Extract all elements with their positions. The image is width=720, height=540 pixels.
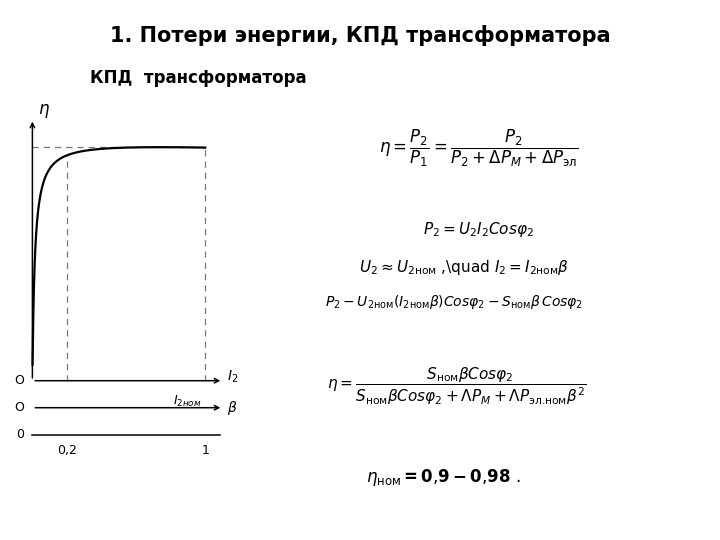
Text: КПД  трансформатора: КПД трансформатора [90,69,306,87]
Text: 1. Потери энергии, КПД трансформатора: 1. Потери энергии, КПД трансформатора [109,25,611,45]
Text: $\boldsymbol{\eta_{\text{ном}} = 0{,}9 - 0{,}98}$ .: $\boldsymbol{\eta_{\text{ном}} = 0{,}9 -… [366,468,520,488]
Text: $\eta = \dfrac{P_2}{P_1} = \dfrac{P_2}{P_2 + \Delta P_{\mathit{M}} + \Delta P_{\: $\eta = \dfrac{P_2}{P_1} = \dfrac{P_2}{P… [379,128,579,169]
Text: O: O [14,401,24,414]
Text: $I_{2\mathit{ном}}$: $I_{2\mathit{ном}}$ [173,394,202,409]
Text: $U_2 \approx U_{2\text{ном}}$ ,\quad $I_2 = I_{2\text{ном}} \beta$: $U_2 \approx U_{2\text{ном}}$ ,\quad $I_… [359,258,570,277]
Text: $P_2 - U_{2\text{ном}}(I_{2\text{ном}}\beta)Cos\varphi_2 - S_{\text{ном}}\beta\,: $P_2 - U_{2\text{ном}}(I_{2\text{ном}}\b… [325,293,582,312]
Text: $I_2$: $I_2$ [227,368,238,384]
Text: $\eta = \dfrac{S_{\text{ном}}\beta Cos\varphi_2}{S_{\text{ном}}\beta Cos\varphi_: $\eta = \dfrac{S_{\text{ном}}\beta Cos\v… [328,366,587,407]
Text: 1: 1 [202,444,209,457]
Text: $P_2 = U_2 I_2 Cos\varphi_2$: $P_2 = U_2 I_2 Cos\varphi_2$ [423,220,534,239]
Text: 0: 0 [16,428,24,441]
Text: $\beta$: $\beta$ [227,399,237,417]
Text: O: O [14,374,24,387]
Text: 0,2: 0,2 [57,444,77,457]
Text: $\eta$: $\eta$ [38,102,50,120]
